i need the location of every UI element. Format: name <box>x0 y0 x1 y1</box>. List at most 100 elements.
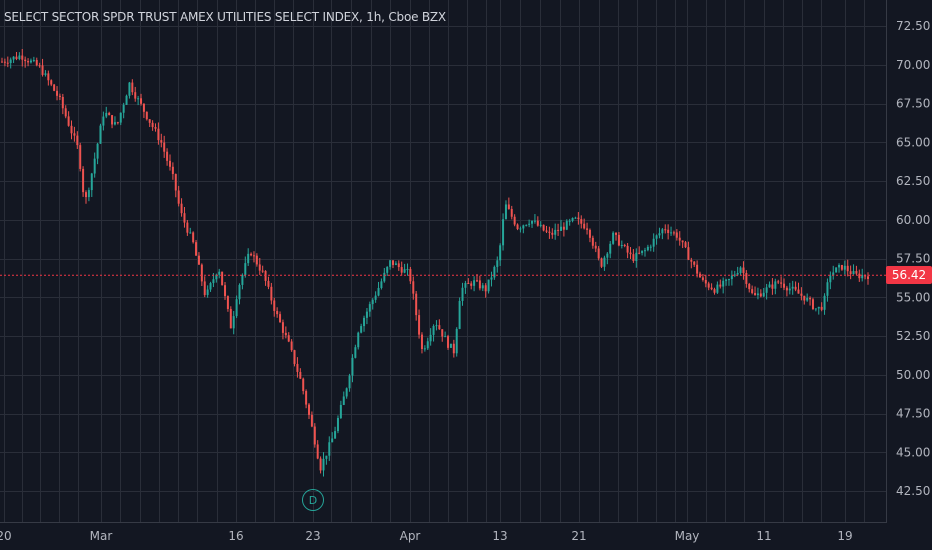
candle-body <box>403 269 406 273</box>
candle-body <box>557 229 560 231</box>
candle-body <box>722 280 725 287</box>
candle-body <box>137 98 140 100</box>
candle-body <box>707 283 710 288</box>
time-tick-label: 23 <box>305 529 320 543</box>
candle-body <box>331 438 334 443</box>
candle-body <box>287 335 290 342</box>
candle-body <box>832 272 835 276</box>
candle-body <box>519 228 522 230</box>
candle-body <box>649 246 652 248</box>
time-axis[interactable]: 20 Mar 16 23 Apr 13 21 May 11 19 <box>0 529 853 543</box>
time-tick-label: 16 <box>228 529 243 543</box>
candle-body <box>142 103 145 112</box>
candle-body <box>672 232 675 234</box>
candle-body <box>348 375 351 389</box>
candle-body <box>96 143 99 159</box>
candle-body <box>423 348 426 350</box>
candle-body <box>394 263 397 265</box>
price-tick-label: 72.50 <box>896 19 930 33</box>
price-axis[interactable]: 42.50 45.00 47.50 50.00 52.50 55.00 57.50 60.00… <box>896 19 930 498</box>
candle-body <box>783 283 786 288</box>
candle-body <box>267 280 270 287</box>
candle-body <box>846 265 849 272</box>
candle-body <box>771 284 774 289</box>
candle-body <box>273 300 276 311</box>
candle-body <box>429 334 432 342</box>
candle-body <box>736 272 739 275</box>
candle-body <box>817 306 820 309</box>
candle-body <box>195 242 198 256</box>
candle-body <box>157 128 160 141</box>
candle-body <box>50 80 53 85</box>
candle-body <box>322 458 325 471</box>
candle-body <box>612 232 615 244</box>
candle-body <box>586 228 589 230</box>
candle-body <box>61 96 64 109</box>
candle-body <box>554 229 557 235</box>
candle-body <box>357 332 360 348</box>
candle-body <box>218 271 221 275</box>
candle-body <box>713 289 716 293</box>
candle-body <box>67 116 70 126</box>
time-tick-label: 19 <box>837 529 852 543</box>
candle-body <box>528 223 531 225</box>
candle-body <box>134 92 137 99</box>
candle-body <box>843 265 846 270</box>
candle-body <box>64 108 67 117</box>
candle-body <box>368 304 371 312</box>
dividend-marker[interactable]: D <box>302 489 324 511</box>
time-tick-label: Mar <box>90 529 113 543</box>
candle-body <box>354 347 357 358</box>
candle-body <box>342 396 345 405</box>
candle-body <box>299 371 302 379</box>
candle-body <box>154 127 157 129</box>
candle-body <box>597 248 600 259</box>
candle-body <box>565 221 568 230</box>
candle-body <box>516 224 519 230</box>
candle-body <box>780 282 783 284</box>
price-tick-label: 45.00 <box>896 445 930 459</box>
candle-body <box>858 273 861 279</box>
candle-body <box>617 234 620 246</box>
candle-body <box>197 255 200 265</box>
candle-body <box>224 285 227 297</box>
candle-body <box>774 281 777 289</box>
candle-body <box>481 285 484 289</box>
candle-body <box>646 246 649 251</box>
candle-body <box>235 299 238 317</box>
candle-body <box>577 217 580 220</box>
candle-body <box>742 267 745 273</box>
candle-body <box>435 325 438 327</box>
candle-body <box>73 133 76 136</box>
candle-body <box>166 151 169 161</box>
candle-body <box>751 289 754 294</box>
candle-body <box>21 55 24 60</box>
candle-body <box>171 166 174 175</box>
candle-body <box>568 220 571 222</box>
candle-body <box>371 299 374 305</box>
candle-body <box>168 160 171 167</box>
candle-body <box>125 95 128 105</box>
candle-body <box>504 204 507 220</box>
candle-body <box>539 224 542 226</box>
candle-body <box>90 173 93 191</box>
candle-body <box>105 112 108 117</box>
candle-body <box>629 252 632 255</box>
candle-body <box>148 119 151 123</box>
time-tick-label: 21 <box>571 529 586 543</box>
candle-body <box>177 190 180 204</box>
candle-body <box>420 334 423 349</box>
candle-body <box>574 217 577 219</box>
candle-body <box>305 391 308 405</box>
candle-body <box>522 225 525 229</box>
candle-body <box>484 285 487 292</box>
candle-body <box>29 60 32 63</box>
candle-body <box>684 242 687 248</box>
candle-body <box>641 250 644 253</box>
chart-title: SELECT SECTOR SPDR TRUST AMEX UTILITIES … <box>4 10 446 24</box>
candle-body <box>632 254 635 262</box>
candle-body <box>820 306 823 310</box>
candle-body <box>383 272 386 282</box>
candle-body <box>32 59 35 61</box>
